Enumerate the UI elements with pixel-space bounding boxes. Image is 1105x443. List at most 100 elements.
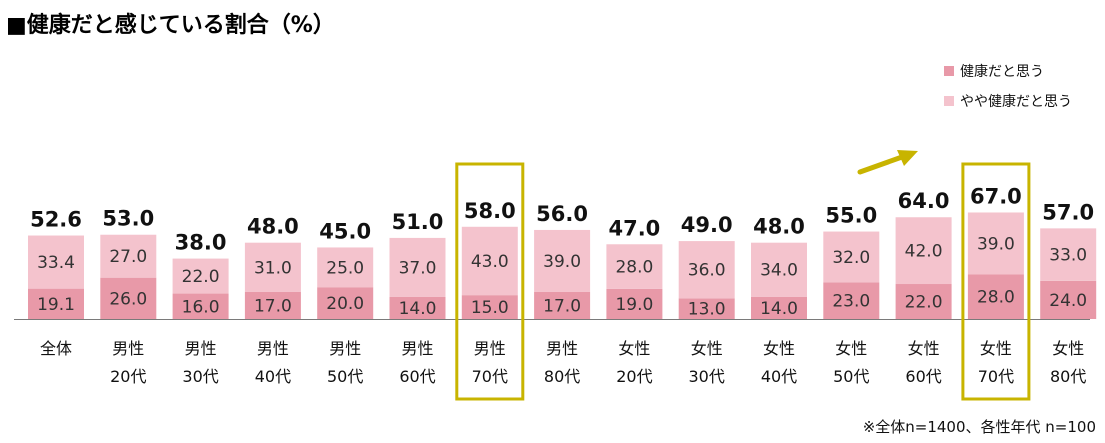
bar-segment-somewhat-healthy [967,212,1024,275]
data-label-healthy: 19.1 [37,295,75,315]
bar-segment-healthy [895,284,952,319]
category-label: 男性 [329,339,361,358]
category-label: 60代 [399,367,435,386]
category-label: 女性 [908,339,940,358]
category-label: 女性 [980,339,1012,358]
data-label-somewhat-healthy: 36.0 [688,261,726,281]
data-label-healthy: 15.0 [471,298,509,318]
bar-segment-healthy [823,282,880,319]
highlight-box [961,162,1031,401]
bar-segment-healthy [1040,280,1097,319]
bar-segment-healthy [100,277,157,319]
data-label-somewhat-healthy: 32.0 [832,248,870,268]
bar-segment-healthy [751,296,807,319]
bar-segment-somewhat-healthy [28,235,84,289]
category-label: 40代 [255,367,291,386]
category-label: 男性 [185,339,217,358]
data-label-somewhat-healthy: 27.0 [109,247,147,267]
data-label-somewhat-healthy: 39.0 [977,234,1015,254]
total-label: 47.0 [608,216,660,240]
category-label: 女性 [835,339,867,358]
total-label: 58.0 [464,199,516,223]
bar-segment-healthy [534,291,591,319]
total-label: 49.0 [681,213,733,237]
data-label-somewhat-healthy: 34.0 [760,261,798,281]
bar-segment-somewhat-healthy [751,242,807,297]
category-label: 男性 [401,339,433,358]
total-label: 56.0 [536,202,588,226]
labels-group: 19.1 33.4 52.6 全体 26.0 27.0 53.0 男性 20代 16.0 22.0 3… [30,184,1094,386]
data-label-somewhat-healthy: 43.0 [471,252,509,272]
legend-label: 健康だと思う [960,63,1044,80]
category-label: 女性 [763,339,795,358]
data-label-healthy: 13.0 [688,300,726,320]
bar-segment-somewhat-healthy [823,231,880,283]
category-label: 70代 [472,367,508,386]
bar-segment-somewhat-healthy [678,241,735,299]
total-label: 45.0 [319,219,371,243]
category-label: 30代 [689,367,725,386]
category-label: 30代 [182,367,218,386]
bar-segment-healthy [461,295,518,319]
data-label-healthy: 17.0 [543,296,581,316]
bars-group [28,212,1097,319]
data-label-somewhat-healthy: 37.0 [399,258,437,278]
chart-title: ■健康だと感じている割合（%） [6,12,335,38]
category-label: 60代 [905,367,941,386]
bar-segment-healthy [678,298,735,319]
total-label: 67.0 [970,184,1022,208]
legend-label: やや健康だと思う [960,93,1072,110]
total-label: 55.0 [825,204,877,228]
data-label-somewhat-healthy: 22.0 [182,267,220,287]
total-label: 57.0 [1042,200,1094,224]
highlight-box [455,162,525,401]
category-label: 男性 [474,339,506,358]
bar-segment-somewhat-healthy [100,234,157,278]
category-label: 男性 [546,339,578,358]
data-label-healthy: 16.0 [182,297,220,317]
data-label-somewhat-healthy: 39.0 [543,252,581,272]
bar-segment-somewhat-healthy [244,242,301,292]
bar-segment-somewhat-healthy [172,258,229,294]
category-label: 女性 [618,339,650,358]
sample-size-note: ※全体n=1400、各性年代 n=100 [863,418,1096,436]
total-label: 48.0 [753,215,805,239]
data-label-somewhat-healthy: 33.0 [1049,246,1087,266]
category-label: 男性 [257,339,289,358]
bar-segment-somewhat-healthy [389,237,446,297]
category-label: 男性 [112,339,144,358]
data-label-healthy: 14.0 [399,299,437,319]
data-label-somewhat-healthy: 42.0 [905,242,943,262]
bar-segment-healthy [389,296,446,319]
bar-segment-somewhat-healthy [534,229,591,292]
legend-swatch [944,96,954,106]
bar-segment-healthy [317,287,374,319]
category-label: 50代 [833,367,869,386]
data-label-healthy: 19.0 [615,295,653,315]
category-label: 40代 [761,367,797,386]
total-label: 64.0 [898,189,950,213]
category-label: 20代 [616,367,652,386]
bar-segment-healthy [244,291,301,319]
total-label: 48.0 [247,215,299,239]
arrow-shaft [857,154,905,175]
total-label: 51.0 [392,210,444,234]
data-label-healthy: 26.0 [109,289,147,309]
trend-arrow [857,150,918,175]
data-label-healthy: 28.0 [977,288,1015,308]
category-label: 20代 [110,367,146,386]
data-label-somewhat-healthy: 25.0 [326,258,364,278]
bar-segment-somewhat-healthy [1040,228,1097,281]
total-label: 38.0 [175,231,227,255]
data-label-healthy: 17.0 [254,296,292,316]
bar-segment-somewhat-healthy [461,226,518,296]
data-label-healthy: 22.0 [905,293,943,313]
category-label: 80代 [1050,367,1086,386]
bar-segment-healthy [28,288,84,319]
bar-segment-somewhat-healthy [895,217,952,285]
data-label-healthy: 20.0 [326,294,364,314]
data-label-somewhat-healthy: 28.0 [615,258,653,278]
